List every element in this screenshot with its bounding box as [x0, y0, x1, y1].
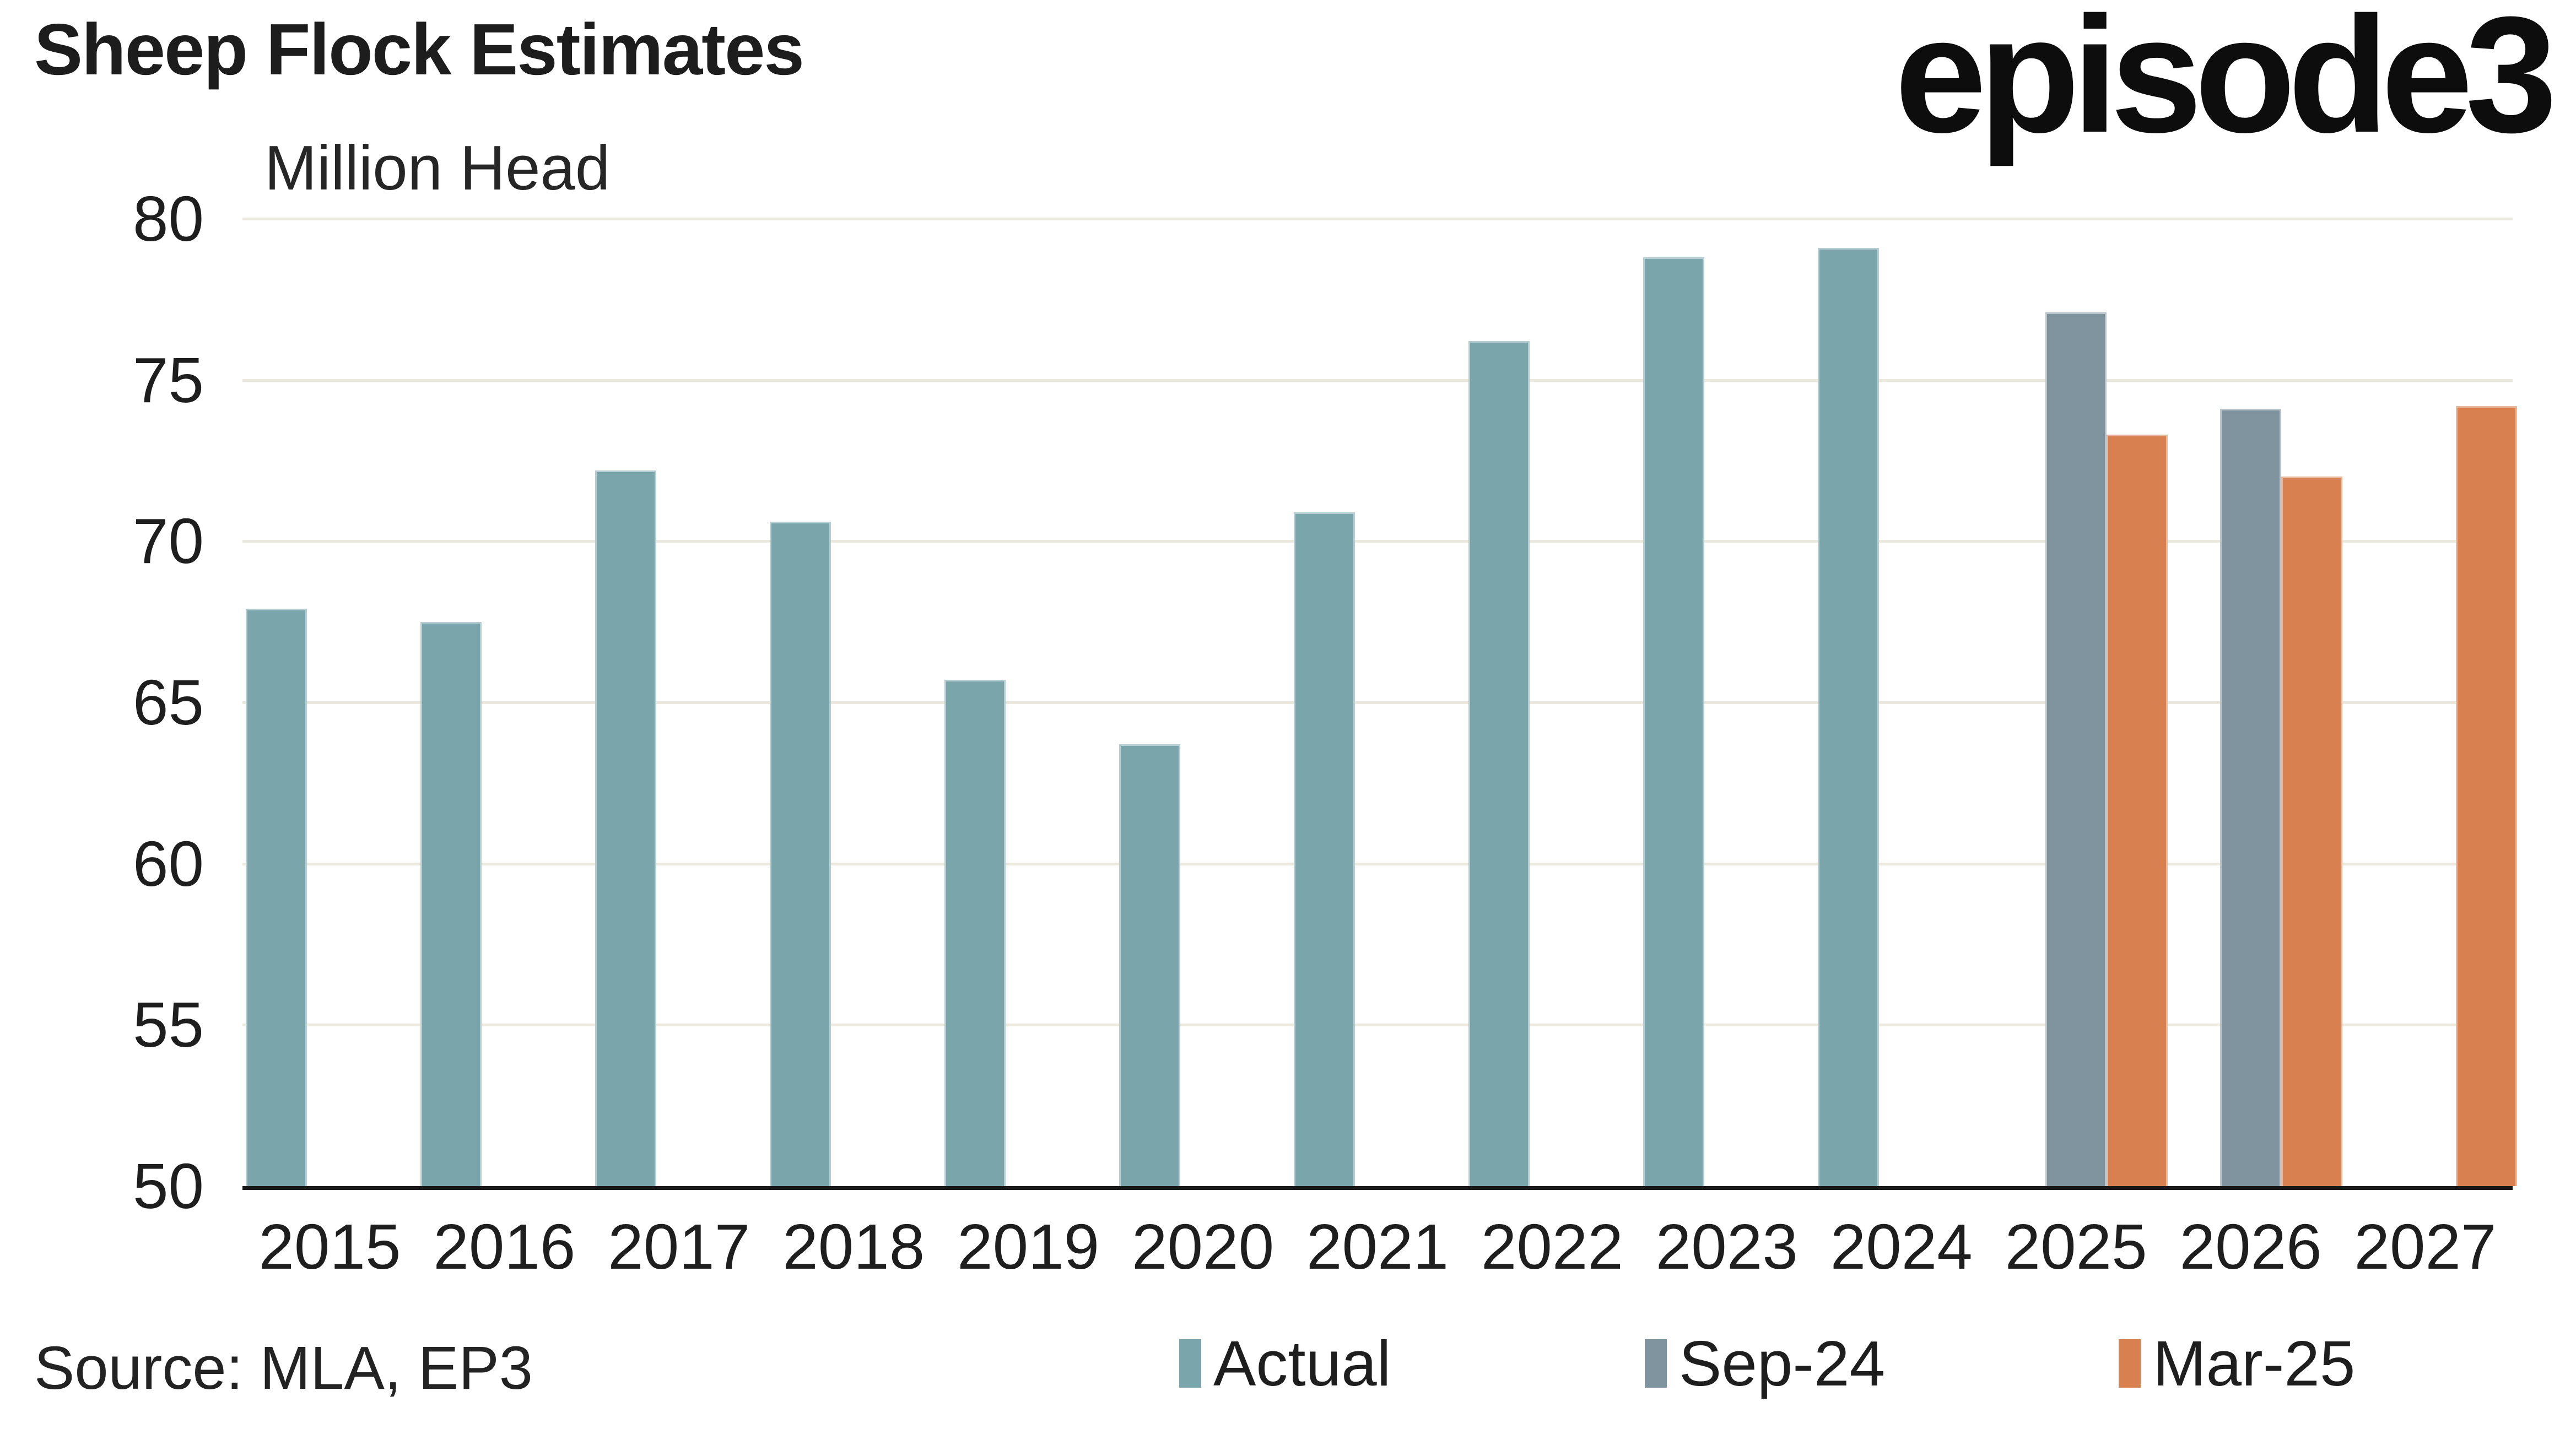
- x-axis-label-2024: 2024: [1830, 1211, 1973, 1282]
- x-axis-label-2023: 2023: [1655, 1211, 1798, 1282]
- y-axis-label-70: 70: [132, 505, 204, 577]
- bar-mar25-2025: [2107, 435, 2168, 1186]
- category-slot-2024: [1814, 219, 1989, 1186]
- x-axis-label-2027: 2027: [2354, 1211, 2497, 1282]
- episode3-logo: episode3: [1894, 0, 2557, 167]
- category-slot-2022: [1465, 219, 1639, 1186]
- bar-actual-2020: [1119, 744, 1180, 1186]
- legend-swatch-mar25: [2119, 1339, 2141, 1388]
- legend-label: Mar-25: [2153, 1328, 2356, 1399]
- bar-sep24-2026: [2220, 409, 2282, 1186]
- category-slot-2023: [1639, 219, 1814, 1186]
- category-slot-2017: [592, 219, 766, 1186]
- bar-actual-2017: [595, 470, 657, 1186]
- chart-title: Sheep Flock Estimates: [34, 9, 804, 90]
- bar-sep24-2025: [2045, 312, 2107, 1186]
- category-slot-2019: [941, 219, 1116, 1186]
- bar-actual-2019: [944, 680, 1006, 1186]
- y-axis-label-80: 80: [132, 183, 204, 255]
- y-axis-label-60: 60: [132, 827, 204, 900]
- y-axis-label-55: 55: [132, 989, 204, 1061]
- category-slot-2026: [2163, 219, 2342, 1186]
- legend-item-sep24: Sep-24: [1645, 1327, 1885, 1400]
- category-slot-2016: [417, 219, 592, 1186]
- legend-label: Sep-24: [1679, 1328, 1886, 1399]
- bar-actual-2024: [1817, 247, 1879, 1186]
- category-slot-2025: [1989, 219, 2168, 1186]
- plot-area: [242, 218, 2517, 1190]
- bar-actual-2023: [1643, 257, 1704, 1186]
- bar-actual-2015: [246, 609, 307, 1186]
- gridline-60: [242, 862, 2513, 865]
- y-axis-label-65: 65: [132, 667, 204, 738]
- gridline-65: [242, 701, 2513, 704]
- x-axis-label-2021: 2021: [1306, 1211, 1449, 1282]
- x-axis-label-2015: 2015: [258, 1211, 401, 1282]
- x-axis-label-2017: 2017: [608, 1211, 750, 1282]
- gridline-80: [242, 218, 2513, 220]
- legend-label: Actual: [1213, 1328, 1391, 1399]
- x-axis-label-2020: 2020: [1132, 1211, 1275, 1282]
- bar-actual-2016: [420, 621, 482, 1186]
- y-axis-unit-label: Million Head: [264, 133, 611, 203]
- legend-item-mar25: Mar-25: [2119, 1327, 2355, 1400]
- bar-actual-2018: [770, 522, 831, 1186]
- x-axis-label-2025: 2025: [2005, 1211, 2147, 1282]
- legend-swatch-sep24: [1645, 1339, 1667, 1388]
- x-axis-label-2018: 2018: [782, 1211, 925, 1282]
- gridline-70: [242, 540, 2513, 543]
- x-axis-label-2016: 2016: [433, 1211, 576, 1282]
- x-axis-label-2026: 2026: [2179, 1211, 2322, 1282]
- bar-actual-2021: [1293, 512, 1355, 1186]
- category-slot-2021: [1290, 219, 1465, 1186]
- category-slot-2027: [2338, 219, 2517, 1186]
- category-slot-2015: [242, 219, 417, 1186]
- category-slot-2018: [766, 219, 941, 1186]
- gridline-75: [242, 378, 2513, 382]
- legend-swatch-actual: [1179, 1339, 1201, 1388]
- x-axis-label-2022: 2022: [1481, 1211, 1623, 1282]
- source-note: Source: MLA, EP3: [34, 1334, 533, 1402]
- legend-item-actual: Actual: [1179, 1327, 1391, 1400]
- bar-actual-2022: [1468, 341, 1530, 1186]
- gridline-55: [242, 1024, 2513, 1027]
- x-axis-label-2019: 2019: [957, 1211, 1100, 1282]
- category-slot-2020: [1116, 219, 1290, 1186]
- bar-mar25-2026: [2281, 477, 2342, 1186]
- x-axis: 2015 2016 2017 2018 2019 2020 2021 2022 2023 2024…: [242, 1215, 2513, 1297]
- bar-mar25-2027: [2455, 405, 2517, 1186]
- y-axis-label-50: 50: [132, 1150, 204, 1222]
- y-axis-label-75: 75: [132, 344, 204, 416]
